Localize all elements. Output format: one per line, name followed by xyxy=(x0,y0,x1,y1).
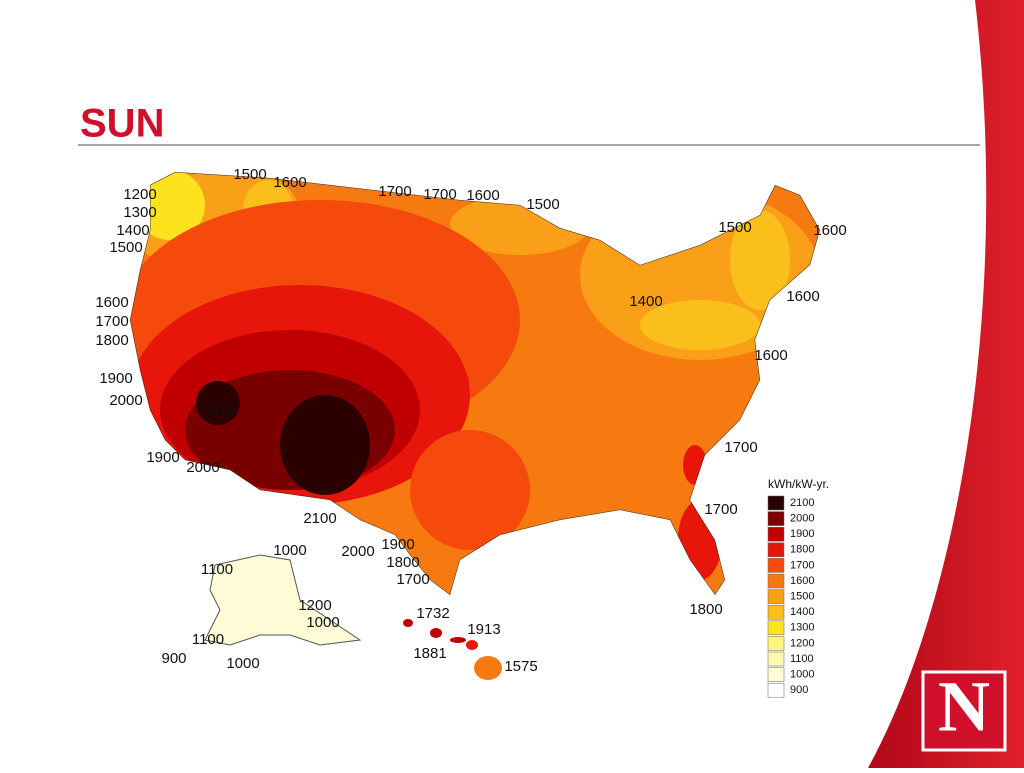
contour-label: 1500 xyxy=(233,166,266,183)
contour-label: 1600 xyxy=(273,174,306,191)
legend-label: 1000 xyxy=(790,669,814,681)
contour-label: 1700 xyxy=(95,313,128,330)
contour-label: 1900 xyxy=(99,370,132,387)
contour-label: 1600 xyxy=(754,347,787,364)
legend-swatch xyxy=(767,620,785,636)
legend-swatch xyxy=(767,682,785,698)
contour-label: 1600 xyxy=(813,222,846,239)
legend-swatch xyxy=(767,542,785,558)
legend-swatch xyxy=(767,589,785,604)
legend-swatch xyxy=(767,526,785,542)
legend-label: 2000 xyxy=(790,513,814,525)
contour-label: 1600 xyxy=(786,288,819,305)
legend: kWh/kW-yr. 2100 2000 1900 1800 1700 1600 1500 1… xyxy=(767,477,829,698)
contour-label: 900 xyxy=(161,650,186,667)
contour-label: 1700 xyxy=(724,439,757,456)
contour-label: 1000 xyxy=(226,655,259,672)
contour-label: 1400 xyxy=(629,293,662,310)
contour-label: 1575 xyxy=(504,658,537,675)
legend-swatch xyxy=(767,667,785,682)
legend-swatch xyxy=(767,573,785,589)
legend-swatch xyxy=(767,511,785,526)
contour-label: 1881 xyxy=(413,645,446,662)
contour-label: 1200 xyxy=(298,597,331,614)
contour-label: 1700 xyxy=(704,501,737,518)
legend-title: kWh/kW-yr. xyxy=(768,477,829,491)
contour-label: 1100 xyxy=(201,561,233,578)
contour-label: 2000 xyxy=(109,392,142,409)
contour-label: 1500 xyxy=(109,239,142,256)
legend-label: 1700 xyxy=(790,559,814,571)
logo-box xyxy=(921,670,1007,752)
contour-label: 2100 xyxy=(204,403,237,420)
us-map xyxy=(130,172,820,595)
contour-label: 1732 xyxy=(416,605,449,622)
contour-label: 1500 xyxy=(718,219,751,236)
contour-label: 1700 xyxy=(378,183,411,200)
legend-label: 1100 xyxy=(790,653,814,665)
contour-label: 1000 xyxy=(273,542,306,559)
contour-label: 1600 xyxy=(466,187,499,204)
contour-label: 1800 xyxy=(386,554,419,571)
legend-swatch xyxy=(767,558,785,573)
legend-swatch xyxy=(767,604,785,620)
legend-swatch xyxy=(767,636,785,651)
legend-swatch xyxy=(767,495,785,511)
legend-label: 900 xyxy=(790,684,808,696)
legend-label: 1500 xyxy=(790,591,814,603)
contour-label: 1800 xyxy=(689,601,722,618)
contour-label: 1400 xyxy=(116,222,149,239)
contour-label: 1700 xyxy=(396,571,429,588)
hawaii xyxy=(403,619,502,680)
legend-label: 1200 xyxy=(790,637,814,649)
legend-swatch xyxy=(767,651,785,667)
legend-label: 2100 xyxy=(790,497,814,509)
contour-label: 1600 xyxy=(95,294,128,311)
slide-title: SUN xyxy=(80,102,164,146)
contour-label: 1900 xyxy=(146,449,179,466)
legend-label: 1600 xyxy=(790,575,814,587)
contour-label: 1200 xyxy=(123,186,156,203)
contour-label: 1000 xyxy=(306,614,339,631)
logo: N xyxy=(938,667,990,747)
decor-swoosh xyxy=(868,0,1024,768)
contour-label: 1800 xyxy=(95,332,128,349)
contour-label: 1900 xyxy=(381,536,414,553)
contour-label: 2000 xyxy=(186,459,219,476)
legend-label: 1400 xyxy=(790,606,814,618)
contour-label: 1100 xyxy=(192,631,224,648)
contour-label: 1300 xyxy=(123,204,156,221)
contour-label: 1500 xyxy=(526,196,559,213)
legend-label: 1800 xyxy=(790,544,814,556)
legend-label: 1900 xyxy=(790,528,814,540)
contour-label: 1700 xyxy=(423,186,456,203)
alaska xyxy=(204,554,362,646)
legend-label: 1300 xyxy=(790,622,814,634)
contour-label: 1913 xyxy=(467,621,500,638)
contour-label: 2000 xyxy=(341,543,374,560)
contour-label: 2100 xyxy=(303,510,336,527)
